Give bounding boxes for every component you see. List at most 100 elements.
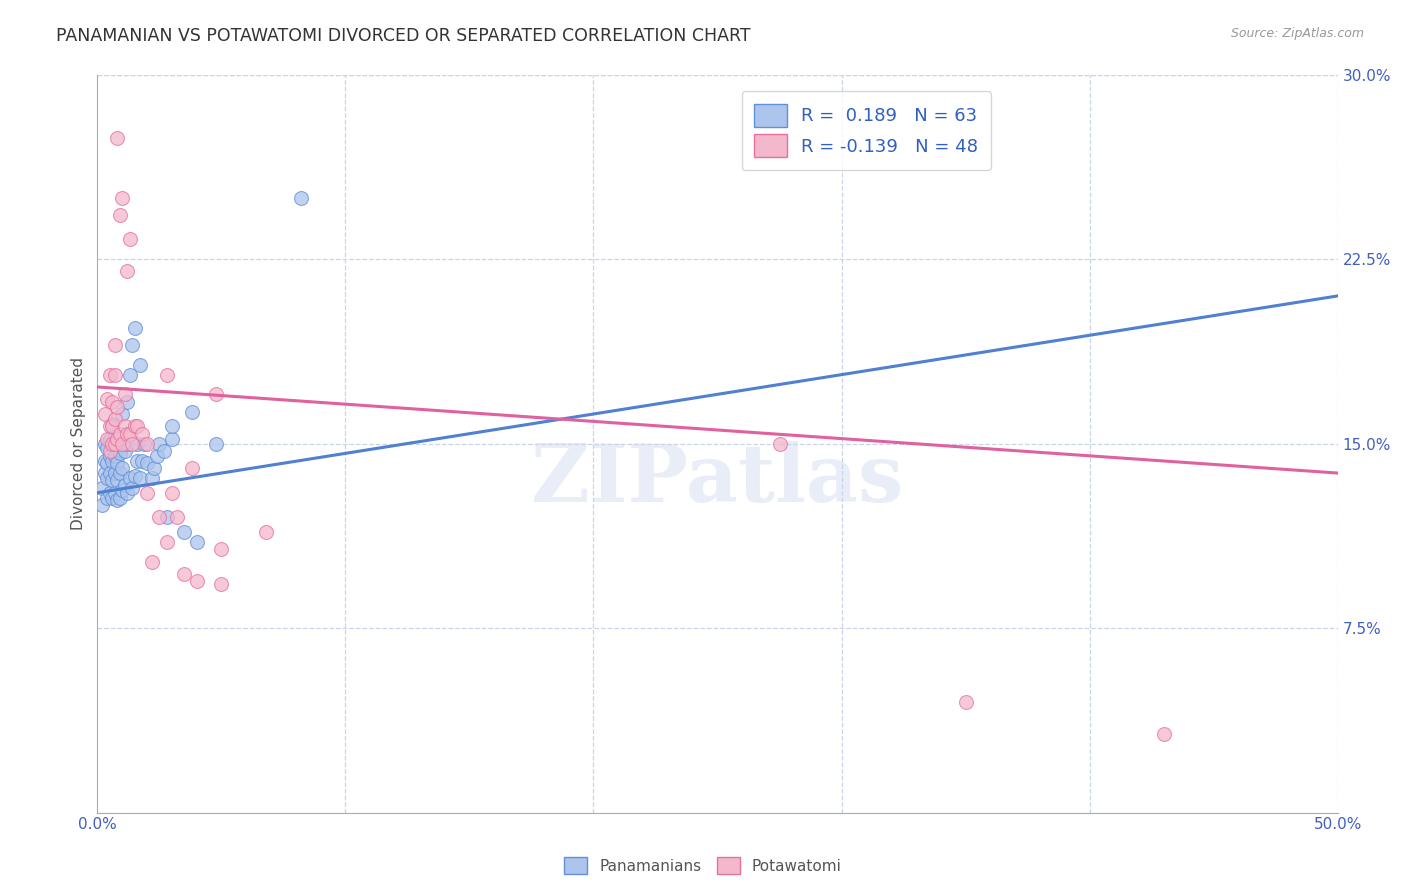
Point xyxy=(209,542,232,557)
Point xyxy=(98,368,121,382)
Point xyxy=(98,466,121,480)
Point xyxy=(108,491,131,505)
Point xyxy=(254,525,277,540)
Point xyxy=(96,491,118,505)
Point xyxy=(114,387,136,401)
Point xyxy=(105,131,128,145)
Point xyxy=(101,417,124,431)
Point xyxy=(104,338,127,352)
Point xyxy=(180,461,202,475)
Point xyxy=(104,449,127,463)
Point xyxy=(118,471,141,485)
Point xyxy=(118,426,141,441)
Point xyxy=(156,510,179,524)
Point xyxy=(96,471,118,485)
Point xyxy=(114,444,136,458)
Point xyxy=(101,394,124,409)
Point xyxy=(101,491,124,505)
Point xyxy=(121,481,143,495)
Point xyxy=(105,400,128,414)
Point xyxy=(131,454,153,468)
Point xyxy=(96,456,118,470)
Point xyxy=(156,368,179,382)
Point xyxy=(111,436,134,450)
Point xyxy=(105,474,128,488)
Point xyxy=(101,454,124,468)
Point xyxy=(98,449,121,463)
Legend: Panamanians, Potawatomi: Panamanians, Potawatomi xyxy=(558,851,848,880)
Point xyxy=(104,485,127,500)
Point xyxy=(141,471,163,485)
Point xyxy=(173,566,195,581)
Point xyxy=(180,404,202,418)
Point xyxy=(121,436,143,450)
Point xyxy=(96,432,118,446)
Point xyxy=(128,471,150,485)
Point xyxy=(108,466,131,480)
Point xyxy=(104,412,127,426)
Point xyxy=(128,358,150,372)
Point xyxy=(143,461,166,475)
Point xyxy=(105,436,128,450)
Point xyxy=(104,466,127,480)
Text: Source: ZipAtlas.com: Source: ZipAtlas.com xyxy=(1230,27,1364,40)
Point xyxy=(205,436,228,450)
Point xyxy=(121,338,143,352)
Point xyxy=(160,432,183,446)
Point xyxy=(160,485,183,500)
Point xyxy=(96,442,118,456)
Point xyxy=(105,432,128,446)
Point xyxy=(105,456,128,470)
Point xyxy=(108,446,131,460)
Point xyxy=(955,695,977,709)
Point xyxy=(118,368,141,382)
Point xyxy=(111,483,134,498)
Point xyxy=(148,436,170,450)
Point xyxy=(98,432,121,446)
Point xyxy=(768,436,790,450)
Point xyxy=(96,392,118,407)
Point xyxy=(125,454,148,468)
Point xyxy=(173,525,195,540)
Point xyxy=(166,510,188,524)
Point xyxy=(148,510,170,524)
Point xyxy=(186,574,208,589)
Point xyxy=(136,456,159,470)
Point xyxy=(134,436,156,450)
Point xyxy=(94,454,117,468)
Point xyxy=(146,449,169,463)
Point xyxy=(209,576,232,591)
Point xyxy=(115,485,138,500)
Point xyxy=(160,419,183,434)
Point xyxy=(111,190,134,204)
Point xyxy=(115,436,138,450)
Text: PANAMANIAN VS POTAWATOMI DIVORCED OR SEPARATED CORRELATION CHART: PANAMANIAN VS POTAWATOMI DIVORCED OR SEP… xyxy=(56,27,751,45)
Point xyxy=(101,419,124,434)
Point xyxy=(101,474,124,488)
Point xyxy=(1153,727,1175,741)
Point xyxy=(94,436,117,450)
Point xyxy=(115,394,138,409)
Point xyxy=(125,419,148,434)
Point xyxy=(104,436,127,450)
Point xyxy=(131,426,153,441)
Text: ZIPatlas: ZIPatlas xyxy=(531,442,904,519)
Point xyxy=(186,535,208,549)
Point xyxy=(91,498,114,512)
Point xyxy=(94,407,117,421)
Point xyxy=(108,208,131,222)
Point xyxy=(91,481,114,495)
Point xyxy=(124,468,146,483)
Point xyxy=(115,426,138,441)
Point xyxy=(136,485,159,500)
Point xyxy=(141,555,163,569)
Point xyxy=(98,419,121,434)
Point xyxy=(111,461,134,475)
Point xyxy=(101,436,124,450)
Point xyxy=(115,264,138,278)
Point xyxy=(105,493,128,508)
Y-axis label: Divorced or Separated: Divorced or Separated xyxy=(72,357,86,530)
Point xyxy=(111,407,134,421)
Point xyxy=(108,426,131,441)
Point xyxy=(114,478,136,492)
